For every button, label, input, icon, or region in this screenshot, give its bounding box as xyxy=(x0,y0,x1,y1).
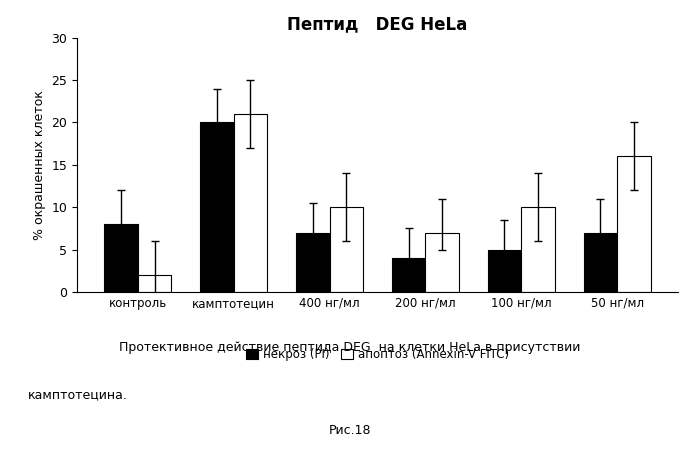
Bar xyxy=(329,207,363,292)
Text: камптотецина.: камптотецина. xyxy=(28,389,128,402)
Bar xyxy=(200,122,233,292)
Bar xyxy=(521,207,555,292)
Bar xyxy=(392,258,426,292)
Bar xyxy=(296,233,329,292)
Legend: некроз (PI), апоптоз (Annexin-V FITC): некроз (PI), апоптоз (Annexin-V FITC) xyxy=(241,344,514,366)
Bar xyxy=(584,233,617,292)
Text: Рис.18: Рис.18 xyxy=(329,424,370,437)
Bar xyxy=(233,114,267,292)
Bar xyxy=(617,156,651,292)
Bar xyxy=(426,233,459,292)
Bar xyxy=(104,224,138,292)
Title: Пептид   DEG HeLa: Пептид DEG HeLa xyxy=(287,16,468,33)
Bar xyxy=(138,275,171,292)
Bar xyxy=(488,250,521,292)
Text: Протективное действие пептида DEG  на клетки HeLa в присутствии: Протективное действие пептида DEG на кле… xyxy=(119,341,580,355)
Y-axis label: % окрашенных клеток: % окрашенных клеток xyxy=(33,90,45,240)
